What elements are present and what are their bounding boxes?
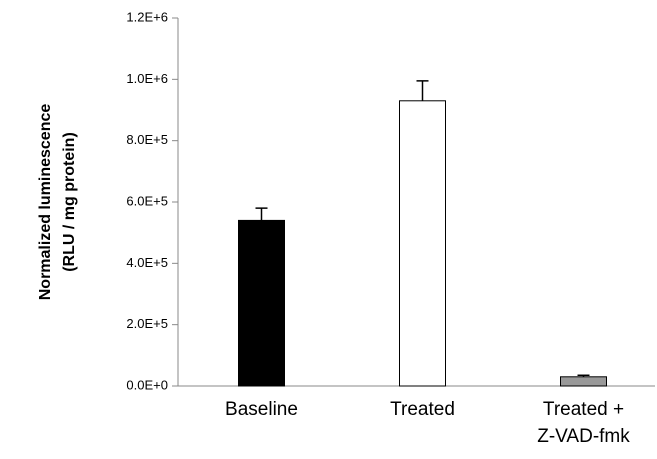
bar	[238, 219, 285, 387]
y-tick-label: 4.0E+5	[126, 255, 168, 270]
y-tick-label: 1.2E+6	[126, 9, 168, 24]
error-bar	[255, 207, 268, 221]
x-tick-label: Treated	[390, 399, 455, 420]
y-tick-label: 6.0E+5	[126, 193, 168, 208]
y-axis-label: Normalized luminescence	[37, 104, 54, 301]
y-tick-label: 8.0E+5	[126, 132, 168, 147]
error-bar	[577, 374, 590, 377]
y-tick-label: 0.0E+0	[126, 377, 168, 392]
x-tick-label: Baseline	[225, 399, 298, 420]
bar	[560, 376, 607, 387]
y-tick-label: 1.0E+6	[126, 71, 168, 86]
y-tick-label: 2.0E+5	[126, 316, 168, 331]
error-bar	[416, 80, 429, 101]
x-tick-label: Treated + Z-VAD-fmk	[537, 399, 630, 447]
bar	[399, 100, 446, 387]
y-axis-label: (RLU / mg protein)	[61, 132, 78, 272]
